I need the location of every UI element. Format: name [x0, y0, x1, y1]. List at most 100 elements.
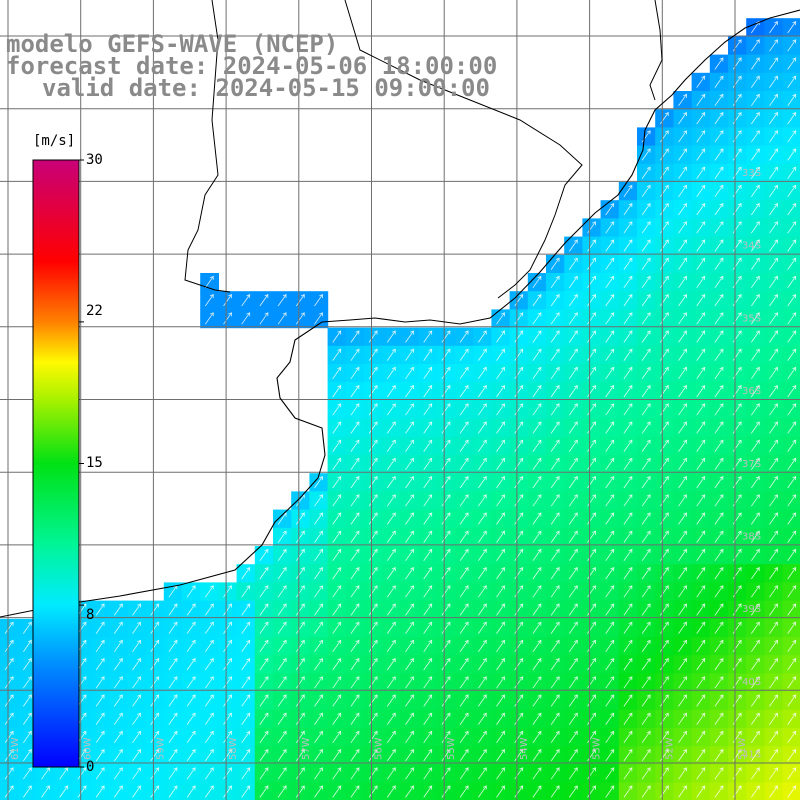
wind-cell [764, 273, 784, 292]
wind-arrow [732, 384, 742, 398]
wind-arrow [787, 475, 797, 489]
wind-cell [527, 546, 547, 565]
wind-cell [218, 673, 238, 693]
wind-cell [273, 691, 292, 711]
lon-label: 53W [592, 737, 603, 760]
wind-arrow [496, 512, 505, 525]
lat-label: 35S [742, 313, 761, 324]
wind-cell [673, 746, 693, 765]
wind-arrow [496, 676, 505, 689]
wind-arrow [623, 439, 633, 452]
wind-arrow [477, 603, 487, 616]
wind-arrow [386, 730, 396, 744]
wind-arrow [659, 712, 669, 725]
wind-cell [182, 709, 201, 729]
wind-arrow [350, 530, 360, 543]
wind-cell [345, 400, 365, 420]
wind-cell [400, 691, 420, 711]
wind-cell [273, 655, 292, 674]
wind-arrow [550, 566, 560, 580]
wind-cell [18, 618, 37, 638]
wind-cell [746, 18, 765, 37]
wind-cell [618, 618, 638, 638]
wind-arrow [350, 494, 360, 507]
wind-arrow [714, 184, 724, 198]
wind-arrow [750, 494, 760, 507]
wind-arrow [241, 676, 251, 689]
wind-arrow [514, 603, 524, 616]
wind-cell [218, 709, 238, 729]
wind-arrow [750, 75, 760, 88]
wind-cell [582, 582, 602, 602]
wind-arrow [204, 676, 214, 689]
wind-arrow [750, 348, 760, 361]
wind-cell [691, 436, 711, 456]
wind-cell [418, 364, 438, 383]
wind-cell [764, 637, 784, 656]
wind-cell [418, 546, 438, 565]
wind-cell [236, 582, 256, 602]
wind-arrow [259, 712, 269, 725]
wind-arrow [732, 767, 742, 780]
wind-arrow [605, 530, 615, 543]
wind-arrow [750, 748, 760, 762]
wind-arrow [332, 494, 342, 507]
wind-arrow [696, 457, 706, 471]
wind-arrow [186, 748, 196, 762]
wind-cell [18, 691, 37, 711]
wind-arrow [623, 403, 633, 416]
wind-cell [546, 254, 565, 274]
wind-arrow [678, 639, 687, 653]
wind-cell [655, 163, 674, 183]
wind-cell [709, 691, 729, 711]
wind-arrow [587, 457, 596, 471]
wind-cell [637, 600, 656, 620]
wind-arrow [332, 603, 342, 616]
wind-arrow [405, 603, 414, 616]
lat-label: 33S [742, 168, 761, 179]
wind-arrow [769, 202, 778, 216]
wind-cell [564, 637, 583, 656]
wind-arrow [441, 366, 451, 380]
wind-cell [527, 400, 547, 420]
wind-cell [764, 36, 784, 56]
wind-arrow [659, 257, 669, 270]
wind-arrow [769, 148, 778, 161]
wind-arrow [568, 239, 578, 252]
wind-cell [400, 400, 420, 420]
wind-arrow [459, 366, 469, 380]
wind-cell [655, 236, 674, 256]
wind-arrow [368, 366, 378, 380]
wind-cell [473, 491, 492, 511]
wind-arrow [22, 694, 32, 707]
wind-arrow [696, 93, 706, 107]
wind-cell [509, 673, 529, 693]
wind-arrow [678, 512, 687, 525]
wind-arrow [113, 785, 123, 798]
wind-arrow [459, 639, 469, 653]
wind-cell [327, 364, 347, 383]
wind-cell [764, 546, 784, 565]
wind-arrow [386, 530, 396, 543]
wind-cell [18, 673, 37, 693]
wind-cell [655, 182, 674, 201]
wind-cell [728, 564, 747, 583]
wind-arrow [750, 166, 760, 179]
wind-arrow [623, 312, 633, 325]
wind-cell [509, 509, 529, 529]
lon-label: 61W [10, 737, 21, 760]
wind-arrow [568, 330, 578, 343]
wind-arrow [368, 767, 378, 780]
wind-cell [91, 746, 110, 765]
wind-cell [637, 182, 656, 201]
wind-cell [637, 345, 656, 365]
wind-cell [618, 546, 638, 565]
wind-cell [600, 418, 620, 438]
wind-arrow [314, 494, 323, 507]
wind-arrow [587, 730, 596, 744]
wind-cell [436, 327, 456, 347]
wind-cell [637, 473, 656, 492]
wind-arrow [696, 475, 706, 489]
wind-arrow [514, 512, 524, 525]
wind-arrow [750, 439, 760, 452]
